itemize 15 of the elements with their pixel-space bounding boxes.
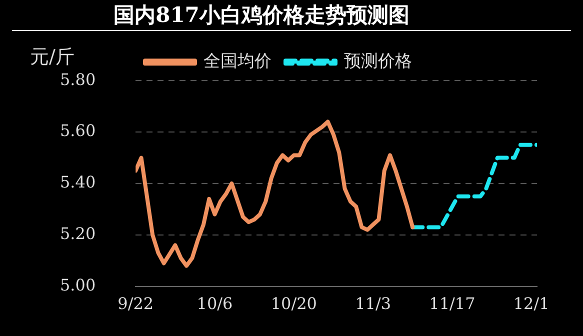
y-tick-label: 5.60 [60, 121, 96, 140]
x-tick-label: 10/20 [270, 294, 317, 314]
y-axis-title: 元/斤 [30, 45, 74, 70]
legend-label: 全国均价 [204, 52, 272, 72]
chart-title: 国内817小白鸡价格走势预测图 [12, 0, 571, 31]
y-tick-label: 5.20 [60, 224, 96, 244]
x-tick-label: 11/17 [429, 294, 476, 314]
x-tick-label: 10/6 [196, 294, 233, 314]
x-tick-label: 12/1 [513, 294, 550, 314]
x-tick-label: 11/3 [355, 294, 392, 314]
y-tick-label: 5.00 [60, 276, 96, 295]
y-tick-label: 5.80 [60, 70, 96, 89]
legend-label: 预测价格 [344, 52, 412, 72]
x-tick-label: 9/22 [118, 294, 154, 314]
y-tick-label: 5.40 [60, 172, 96, 192]
